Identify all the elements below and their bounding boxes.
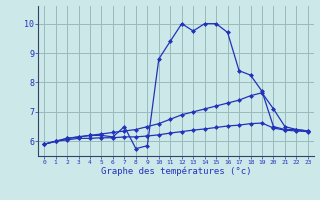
X-axis label: Graphe des températures (°c): Graphe des températures (°c) bbox=[101, 167, 251, 176]
